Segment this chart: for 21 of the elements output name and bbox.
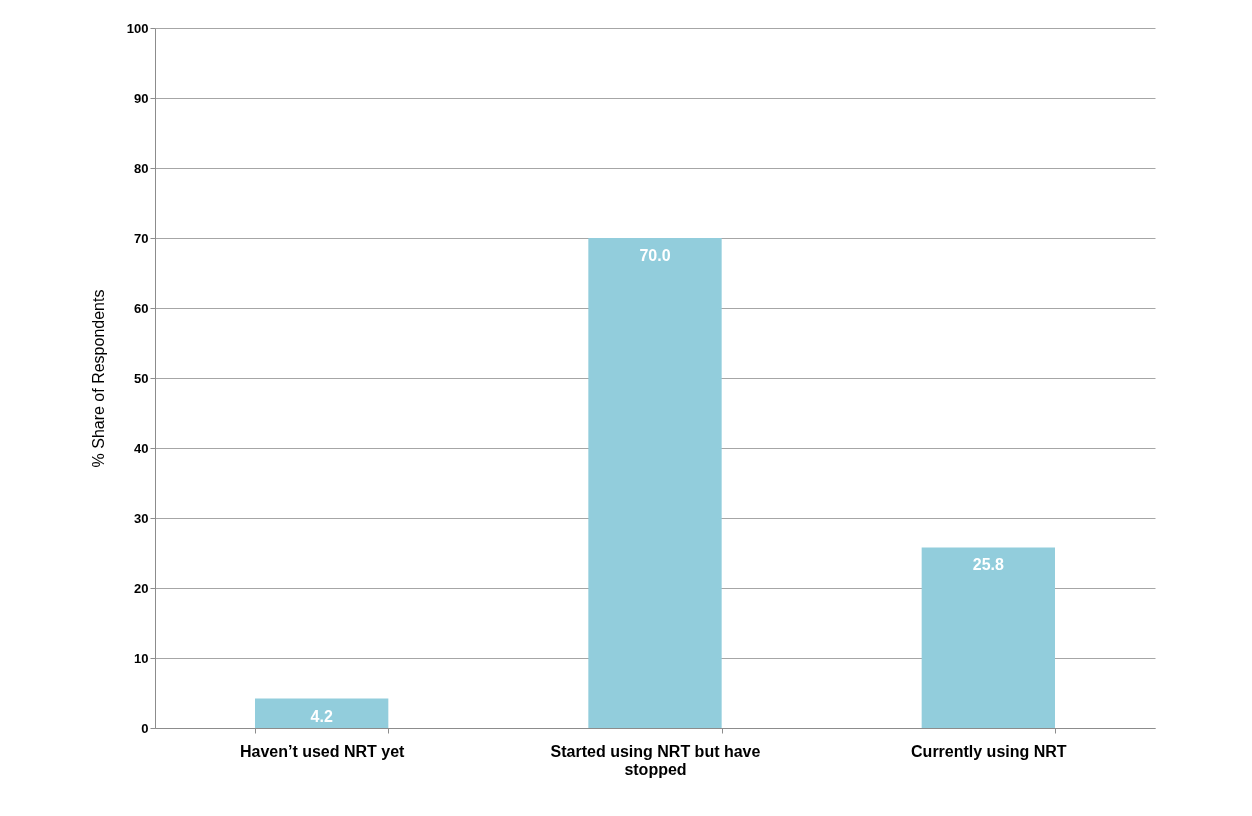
y-tick-label: 0 <box>141 720 149 736</box>
y-tick-label: 80 <box>134 160 149 176</box>
x-tick-label: Haven’t used NRT yet <box>239 742 406 760</box>
y-tick-label: 100 <box>126 20 149 36</box>
y-tick-label: 10 <box>134 650 149 666</box>
y-axis-title: % Share of Respondents <box>89 289 107 468</box>
y-tick-label: 50 <box>134 370 149 386</box>
data-label: 70.0 <box>639 247 671 264</box>
bar <box>255 698 389 728</box>
y-tick-label: 30 <box>134 510 149 526</box>
bar <box>588 238 722 728</box>
y-tick-label: 70 <box>134 230 149 246</box>
y-tick-label: 90 <box>134 90 149 106</box>
x-tick-label: Started using NRT but have stopped <box>550 742 761 778</box>
bar <box>921 547 1055 728</box>
y-tick-label: 20 <box>134 580 149 596</box>
data-label: 4.2 <box>310 707 333 725</box>
y-tick-label: 40 <box>134 440 149 456</box>
y-tick-label: 60 <box>134 300 149 316</box>
data-label: 25.8 <box>972 556 1005 574</box>
x-tick-label: Currently using NRT <box>911 742 1067 760</box>
